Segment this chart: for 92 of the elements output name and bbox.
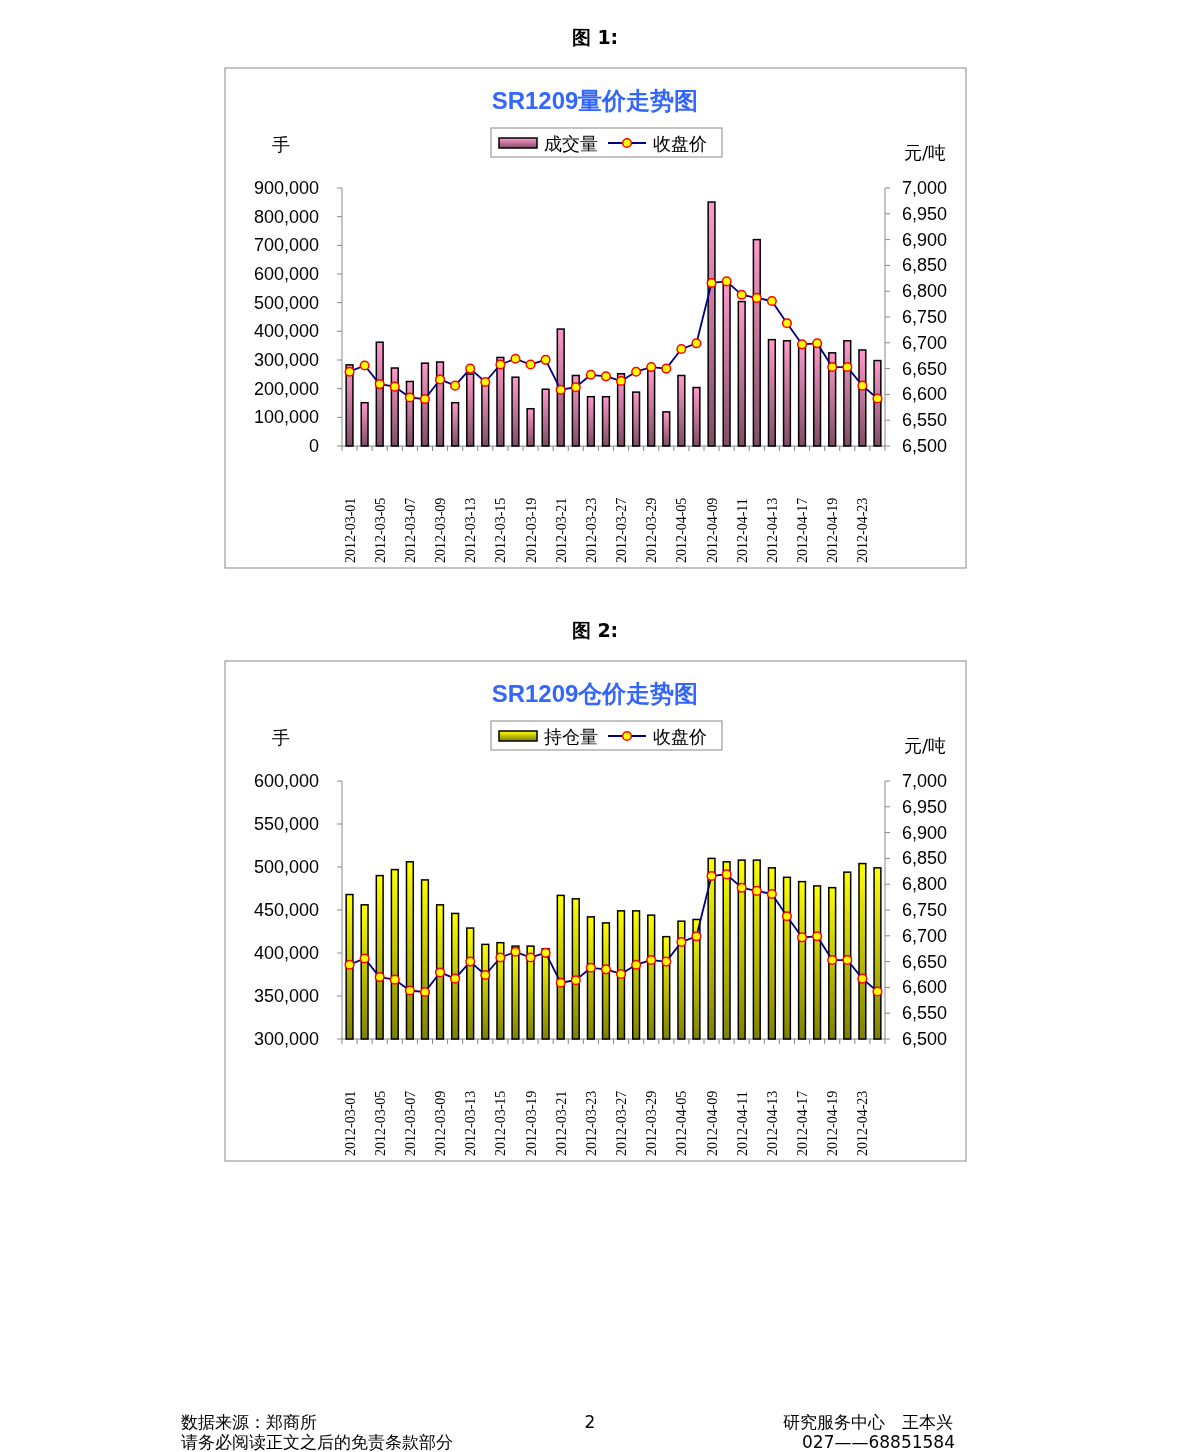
x-tick-label: 2012-03-23 bbox=[583, 497, 599, 563]
x-tick-label: 2012-03-21 bbox=[553, 1090, 569, 1156]
x-tick-label: 2012-03-19 bbox=[523, 1090, 539, 1156]
x-tick-label: 2012-04-13 bbox=[764, 497, 780, 563]
legend-label: 收盘价 bbox=[653, 133, 707, 154]
x-tick-label: 2012-03-09 bbox=[433, 497, 449, 563]
y2-tick-label: 7,000 bbox=[902, 178, 948, 198]
y2-tick-label: 6,850 bbox=[902, 848, 948, 869]
y-tick-label: 500,000 bbox=[253, 292, 319, 313]
x-tick-label: 2012-04-09 bbox=[704, 1090, 720, 1156]
y-tick-label: 900,000 bbox=[253, 178, 319, 198]
x-tick-label: 2012-03-27 bbox=[614, 497, 630, 563]
legend-label: 成交量 bbox=[544, 133, 598, 154]
x-tick-label: 2012-04-23 bbox=[855, 1090, 871, 1156]
y-tick-label: 600,000 bbox=[253, 264, 319, 284]
text: 2 bbox=[584, 1412, 596, 1432]
x-tick-label: 2012-03-13 bbox=[463, 1090, 479, 1156]
y-axis-title: 手 bbox=[272, 134, 290, 155]
x-tick-label: 2012-03-15 bbox=[493, 497, 509, 563]
y2-tick-label: 6,750 bbox=[902, 900, 948, 920]
x-tick-label: 2012-03-01 bbox=[342, 497, 358, 563]
y-tick-label: 0 bbox=[308, 436, 319, 456]
y2-tick-label: 6,950 bbox=[902, 203, 948, 224]
x-tick-label: 2012-03-21 bbox=[553, 497, 569, 563]
x-tick-label: 2012-04-11 bbox=[734, 498, 750, 563]
y2-tick-label: 6,950 bbox=[902, 796, 948, 817]
x-tick-label: 2012-04-09 bbox=[704, 497, 720, 563]
y2-tick-label: 6,600 bbox=[902, 977, 948, 998]
source-note: 数据来源：郑商所 bbox=[181, 1412, 317, 1432]
x-tick-label: 2012-03-13 bbox=[463, 497, 479, 563]
chart-title: SR1209量价走势图 bbox=[491, 87, 699, 114]
text: 研究服务中心 王本兴 bbox=[783, 1412, 953, 1432]
y2-tick-label: 6,650 bbox=[902, 358, 948, 379]
y-tick-label: 450,000 bbox=[253, 900, 319, 920]
y2-axis-title: 元/吨 bbox=[903, 142, 947, 163]
x-tick-label: 2012-03-07 bbox=[402, 1090, 418, 1156]
y2-tick-label: 6,750 bbox=[902, 307, 948, 327]
x-tick-label: 2012-03-09 bbox=[433, 1090, 449, 1156]
x-tick-label: 2012-04-19 bbox=[825, 1090, 841, 1156]
y2-tick-label: 6,550 bbox=[902, 410, 948, 431]
y-tick-label: 500,000 bbox=[253, 857, 319, 877]
y-tick-label: 600,000 bbox=[253, 771, 319, 791]
y2-tick-label: 6,800 bbox=[902, 874, 948, 895]
x-tick-label: 2012-04-19 bbox=[825, 497, 841, 563]
y2-tick-label: 6,700 bbox=[902, 332, 948, 353]
x-tick-label: 2012-03-05 bbox=[372, 1090, 388, 1156]
y2-tick-label: 6,550 bbox=[902, 1003, 948, 1024]
y2-tick-label: 6,500 bbox=[902, 436, 948, 456]
legend-label: 收盘价 bbox=[653, 726, 707, 747]
x-tick-label: 2012-04-11 bbox=[734, 1091, 750, 1156]
y-axis-title: 手 bbox=[272, 727, 290, 748]
x-tick-label: 2012-03-07 bbox=[402, 497, 418, 563]
y-tick-label: 800,000 bbox=[253, 206, 319, 227]
y2-tick-label: 6,700 bbox=[902, 925, 948, 946]
y-tick-label: 400,000 bbox=[253, 943, 319, 963]
y-tick-label: 300,000 bbox=[253, 1029, 319, 1049]
x-tick-label: 2012-04-05 bbox=[674, 1090, 690, 1156]
y2-tick-label: 6,900 bbox=[902, 822, 948, 843]
x-tick-label: 2012-03-23 bbox=[583, 1090, 599, 1156]
x-tick-label: 2012-03-05 bbox=[372, 497, 388, 563]
y2-tick-label: 6,650 bbox=[902, 951, 948, 972]
y2-tick-label: 6,900 bbox=[902, 229, 948, 250]
y-tick-label: 300,000 bbox=[253, 350, 319, 370]
x-tick-label: 2012-03-19 bbox=[523, 497, 539, 563]
text: 请务必阅读正文之后的免责条款部分 bbox=[181, 1432, 453, 1452]
y2-tick-label: 6,500 bbox=[902, 1029, 948, 1049]
x-tick-label: 2012-03-27 bbox=[614, 1090, 630, 1156]
x-tick-label: 2012-03-29 bbox=[644, 1090, 660, 1156]
x-tick-label: 2012-03-29 bbox=[644, 497, 660, 563]
y2-tick-label: 6,800 bbox=[902, 281, 948, 302]
y-tick-label: 700,000 bbox=[253, 235, 319, 256]
x-tick-label: 2012-03-15 bbox=[493, 1090, 509, 1156]
y2-tick-label: 7,000 bbox=[902, 771, 948, 791]
x-tick-label: 2012-04-17 bbox=[795, 497, 811, 563]
x-tick-label: 2012-04-05 bbox=[674, 497, 690, 563]
x-tick-label: 2012-04-23 bbox=[855, 497, 871, 563]
x-tick-label: 2012-04-17 bbox=[795, 1090, 811, 1156]
caption: 图 1: bbox=[571, 26, 619, 48]
y2-axis-title: 元/吨 bbox=[903, 735, 947, 756]
y-tick-label: 350,000 bbox=[253, 986, 319, 1006]
x-tick-label: 2012-03-01 bbox=[342, 1090, 358, 1156]
text: 027——68851584 bbox=[802, 1432, 955, 1452]
y-tick-label: 550,000 bbox=[253, 814, 319, 834]
legend-label: 持仓量 bbox=[544, 726, 598, 747]
y2-tick-label: 6,850 bbox=[902, 255, 948, 276]
y-tick-label: 200,000 bbox=[253, 378, 319, 399]
y-tick-label: 100,000 bbox=[253, 407, 319, 428]
x-tick-label: 2012-04-13 bbox=[764, 1090, 780, 1156]
chart-title: SR1209仓价走势图 bbox=[491, 680, 699, 707]
y2-tick-label: 6,600 bbox=[902, 384, 948, 405]
y-tick-label: 400,000 bbox=[253, 321, 319, 342]
caption: 图 2: bbox=[571, 619, 619, 641]
